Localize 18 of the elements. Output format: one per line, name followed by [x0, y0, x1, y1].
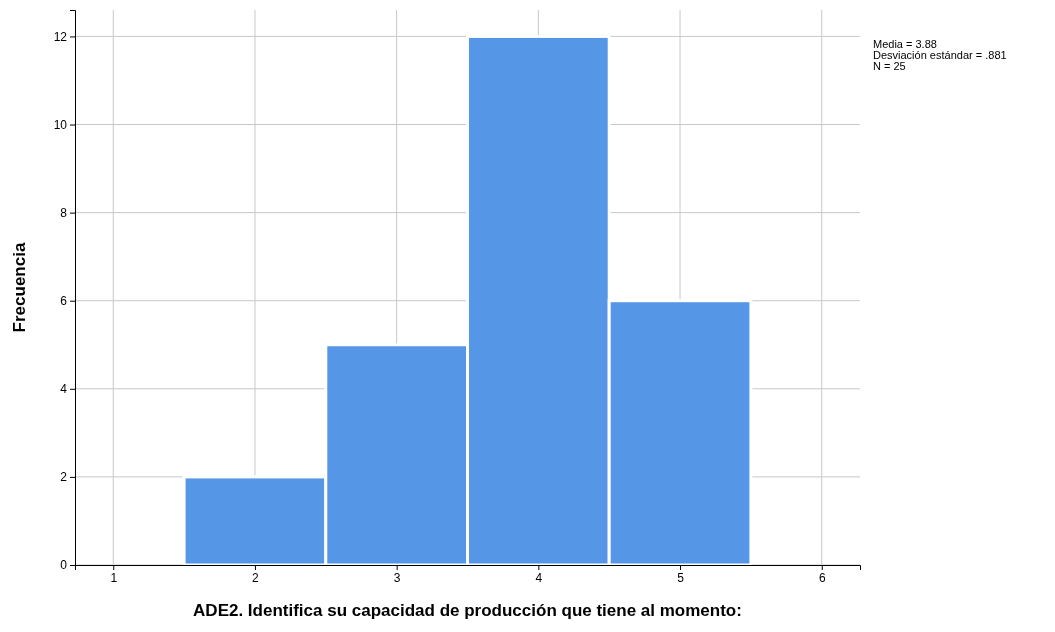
x-tick-label: 4 — [535, 570, 543, 585]
text: Desviación estándar = .881 — [873, 49, 1007, 61]
y-tick-label: 6 — [60, 294, 68, 309]
y-tick-label: 0 — [60, 558, 68, 573]
y-tick-label: 2 — [60, 470, 68, 485]
text: Media = 3.88 — [873, 38, 937, 50]
text: N = 25 — [873, 60, 906, 72]
x-axis-title: ADE2. Identifica su capacidad de producción que tiene al momento: — [193, 601, 742, 620]
x-tick-label: 1 — [110, 570, 118, 585]
x-tick-label: 3 — [393, 570, 401, 585]
x-tick-label: 6 — [818, 570, 826, 585]
y-tick-label: 8 — [60, 205, 68, 220]
x-tick-label: 5 — [677, 570, 685, 585]
y-tick-label: 12 — [53, 29, 68, 44]
x-tick-label: 2 — [252, 570, 260, 585]
y-axis-title: Frecuencia — [10, 242, 29, 333]
y-tick-label: 4 — [60, 382, 68, 397]
y-tick-label: 10 — [53, 117, 68, 132]
